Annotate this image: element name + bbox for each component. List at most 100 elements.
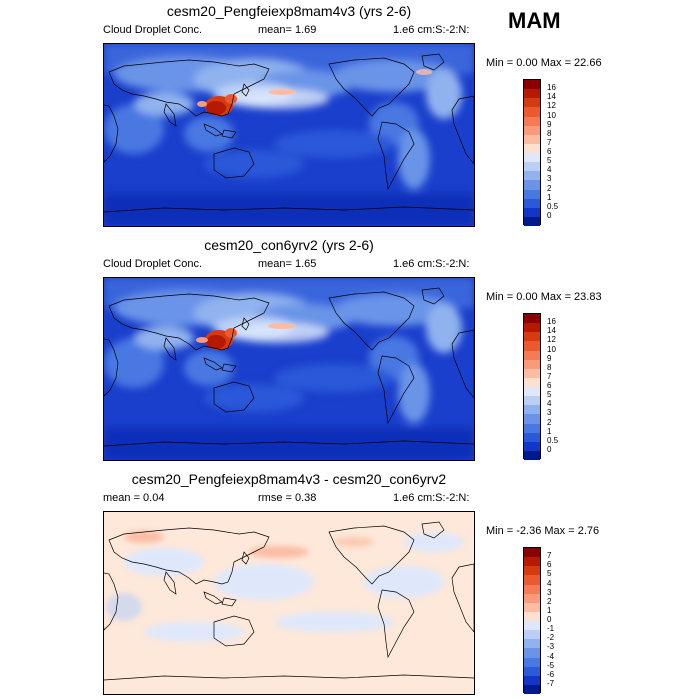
colorbar-label: 6 [547,147,552,156]
colorbar-label: 14 [547,92,556,102]
colorbar-swatch [524,314,540,324]
colorbar-swatch [524,359,540,369]
colorbar-label: -6 [547,669,555,679]
colorbar-swatch [524,405,540,415]
colorbar-swatch [524,171,540,181]
colorbar-swatch [524,368,540,378]
panel3-mean-label: mean = 0.04 [103,492,165,504]
panel2-units-label: 1.e6 cm:S:-2:N: [393,258,470,270]
panel1-minmax: Min = 0.00 Max = 22.66 [486,57,602,69]
colorbar-label: 8 [547,362,552,372]
colorbar-swatch [524,450,540,460]
panel2-map-svg [104,278,474,460]
colorbar-swatch [524,198,540,208]
colorbar-swatch [524,341,540,351]
colorbar-swatch [524,575,540,585]
colorbar-label: 12 [547,335,556,345]
colorbar-swatch [524,548,540,558]
colorbar-label: 10 [547,344,556,354]
colorbar-label: 0 [547,210,552,220]
colorbar-swatch [524,98,540,108]
panel3-map-svg [104,512,474,694]
colorbar-label: 2 [547,596,552,606]
colorbar-label: 2 [547,417,552,427]
panel3-rmse-label: rmse = 0.38 [258,492,317,504]
colorbar-swatch [524,630,540,640]
panel3-units-label: 1.e6 cm:S:-2:N: [393,492,470,504]
colorbar-label: 0.5 [547,201,559,211]
colorbar-label: 0 [547,615,552,624]
panel3-colorbar [523,547,541,694]
colorbar-label: 1 [547,192,552,202]
colorbar-swatch [524,80,540,90]
colorbar-swatch [524,377,540,387]
panel2-colorbar [523,313,541,460]
panel1-map-svg [104,44,474,226]
colorbar-swatch [524,648,540,658]
colorbar-label: 16 [547,83,556,93]
panel2-mean-label: mean= 1.65 [258,258,317,270]
panel3-minmax: Min = -2.36 Max = 2.76 [486,525,600,537]
colorbar-label: 0 [547,444,552,454]
colorbar-swatch [524,134,540,144]
colorbar-label: 6 [547,381,552,390]
colorbar-label: -5 [547,660,555,670]
colorbar-label: 9 [547,353,552,363]
colorbar-label: 4 [547,165,552,175]
colorbar-swatch [524,557,540,567]
colorbar-label: 9 [547,119,552,129]
panel1-colorbar [523,79,541,226]
colorbar-label: 16 [547,317,556,327]
colorbar-label: 7 [547,371,552,381]
colorbar-swatch [524,414,540,424]
panel1-mean-label: mean= 1.69 [258,24,317,36]
colorbar-label: 3 [547,587,552,597]
colorbar-swatch [524,423,540,433]
panel1-units-label: 1.e6 cm:S:-2:N: [393,24,470,36]
colorbar-swatch [524,675,540,685]
colorbar-swatch [524,566,540,576]
colorbar-swatch [524,162,540,172]
colorbar-swatch [524,323,540,333]
colorbar-label: 14 [547,326,556,336]
colorbar-label: 1 [547,605,552,615]
colorbar-swatch [524,332,540,342]
colorbar-swatch [524,432,540,442]
colorbar-swatch [524,180,540,190]
colorbar-swatch [524,350,540,360]
colorbar-swatch [524,666,540,676]
colorbar-swatch [524,611,540,621]
colorbar-swatch [524,639,540,649]
colorbar-label: 2 [547,183,552,193]
colorbar-label: 8 [547,128,552,138]
colorbar-swatch [524,441,540,451]
colorbar-swatch [524,207,540,217]
colorbar-label: -2 [547,633,555,643]
colorbar-label: -4 [547,651,555,661]
panel2-title: cesm20_con6yrv2 (yrs 2-6) [204,237,374,253]
colorbar-swatch [524,593,540,603]
colorbar-label: 0.5 [547,435,559,445]
colorbar-swatch [524,387,540,397]
colorbar-swatch [524,143,540,153]
colorbar-label: 7 [547,137,552,147]
colorbar-swatch [524,621,540,631]
colorbar-label: 6 [547,560,552,570]
colorbar-label: 5 [547,390,552,400]
colorbar-swatch [524,153,540,163]
colorbar-swatch [524,657,540,667]
colorbar-swatch [524,89,540,99]
colorbar-swatch [524,684,540,694]
panel1-title: cesm20_Pengfeiexp8mam4v3 (yrs 2-6) [166,3,412,19]
colorbar-label: 3 [547,408,552,418]
colorbar-swatch [524,602,540,612]
panel1-left-label: Cloud Droplet Conc. [103,24,203,36]
colorbar-label: 10 [547,110,556,120]
colorbar-label: 5 [547,569,552,579]
colorbar-label: 7 [547,551,552,561]
colorbar-swatch [524,189,540,199]
colorbar-label: -7 [547,678,555,688]
colorbar-swatch [524,125,540,135]
colorbar-label: 12 [547,101,556,111]
colorbar-label: 4 [547,578,552,588]
